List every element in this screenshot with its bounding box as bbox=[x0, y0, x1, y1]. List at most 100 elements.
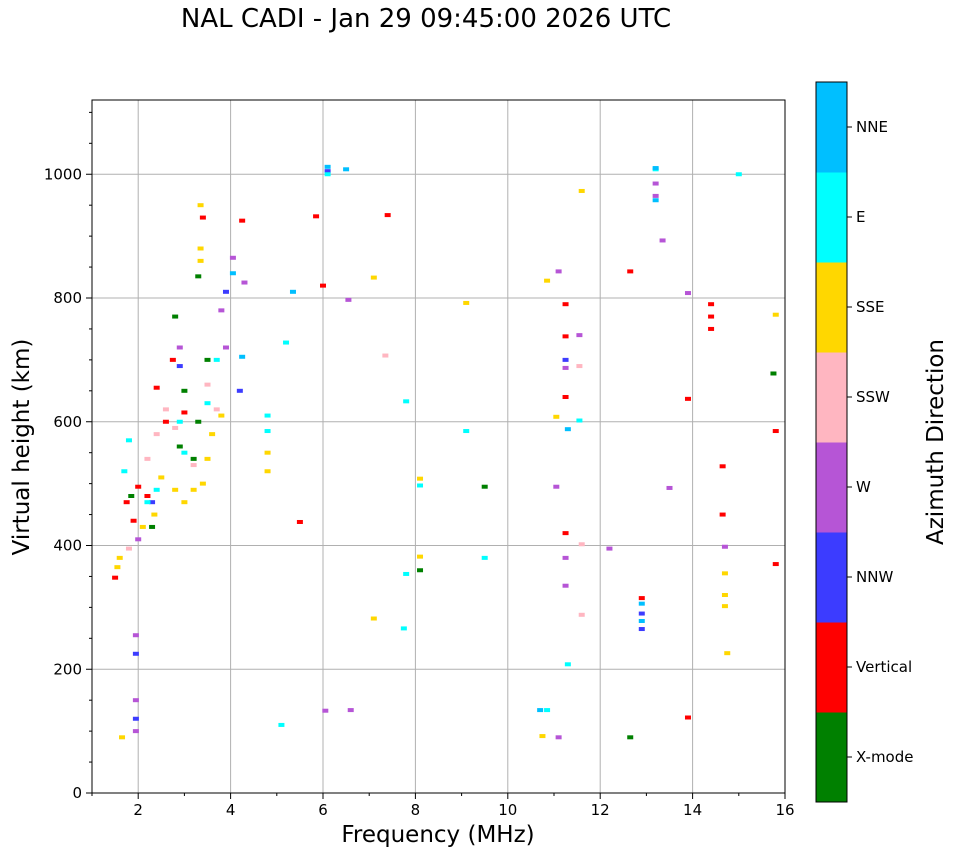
data-point-w bbox=[222, 345, 229, 350]
data-point-x-mode bbox=[128, 494, 135, 498]
y-tick-label: 600 bbox=[53, 413, 82, 431]
data-point-sse bbox=[370, 616, 377, 621]
data-point-e bbox=[324, 172, 331, 177]
data-point-e bbox=[463, 429, 470, 434]
data-point-ssw bbox=[144, 456, 151, 461]
data-point-vertical bbox=[239, 218, 246, 223]
colorbar-segment bbox=[816, 352, 847, 443]
data-point-ssw bbox=[213, 407, 220, 412]
data-point-ssw bbox=[382, 353, 389, 358]
colorbar-segment bbox=[816, 262, 847, 353]
data-point-nnw bbox=[324, 169, 331, 174]
data-point-sse bbox=[181, 500, 188, 505]
data-point-nnw bbox=[638, 611, 645, 616]
data-point-nne bbox=[537, 708, 544, 713]
data-point-e bbox=[181, 450, 188, 455]
data-point-w bbox=[562, 555, 569, 560]
data-point-ssw bbox=[153, 432, 160, 437]
colorbar-segment bbox=[816, 622, 847, 713]
data-point-e bbox=[403, 571, 410, 576]
data-point-x-mode bbox=[627, 735, 634, 740]
data-point-vertical bbox=[562, 302, 569, 307]
data-point-ssw bbox=[172, 425, 179, 430]
data-point-sse bbox=[539, 734, 546, 739]
data-point-vertical bbox=[719, 512, 726, 517]
data-point-x-mode bbox=[195, 419, 202, 424]
data-point-nne bbox=[324, 164, 331, 169]
data-point-vertical bbox=[320, 283, 326, 288]
data-point-e bbox=[735, 172, 742, 177]
data-point-w bbox=[555, 735, 562, 740]
data-point-ssw bbox=[578, 542, 585, 547]
data-point-nnw bbox=[222, 289, 229, 294]
data-point-sse bbox=[197, 203, 204, 208]
data-point-sse bbox=[172, 487, 179, 492]
colorbar-tick-label: X-mode bbox=[856, 748, 913, 766]
data-point-vertical bbox=[708, 326, 715, 331]
data-point-nne bbox=[229, 271, 236, 276]
data-point-w bbox=[135, 537, 142, 542]
data-point-sse bbox=[370, 275, 377, 280]
data-point-x-mode bbox=[149, 524, 156, 529]
data-point-sse bbox=[204, 456, 211, 461]
x-tick-label: 10 bbox=[498, 801, 517, 819]
chart-title: NAL CADI - Jan 29 09:45:00 2026 UTC bbox=[180, 4, 672, 34]
data-point-w bbox=[562, 583, 569, 588]
x-tick-label: 6 bbox=[318, 801, 328, 819]
colorbar: X-mode Vertical NNW W SSW SSE E NNE bbox=[815, 81, 913, 803]
data-point-nne bbox=[239, 354, 246, 359]
data-point-w bbox=[132, 698, 139, 703]
data-point-nne bbox=[289, 289, 296, 294]
data-point-w bbox=[606, 546, 613, 551]
data-point-nnw bbox=[638, 627, 645, 632]
data-point-e bbox=[144, 500, 151, 505]
data-point-e bbox=[176, 419, 183, 424]
data-point-e bbox=[121, 469, 128, 474]
data-point-e bbox=[278, 722, 285, 727]
data-point-nnw bbox=[176, 364, 183, 369]
data-point-vertical bbox=[169, 357, 176, 362]
data-point-sse bbox=[417, 554, 424, 559]
x-tick-label: 2 bbox=[133, 801, 143, 819]
x-tick-label: 4 bbox=[226, 801, 236, 819]
data-point-w bbox=[652, 181, 659, 186]
data-point-nne bbox=[638, 601, 645, 606]
y-tick-label: 200 bbox=[53, 660, 82, 678]
data-point-vertical bbox=[708, 302, 715, 307]
data-point-w bbox=[176, 345, 183, 350]
data-point-w bbox=[241, 280, 248, 285]
data-point-vertical bbox=[562, 334, 569, 339]
data-point-w bbox=[553, 484, 560, 489]
data-point-vertical bbox=[130, 518, 137, 523]
data-point-sse bbox=[116, 555, 123, 560]
x-tick-label: 14 bbox=[683, 801, 702, 819]
data-point-sse bbox=[463, 300, 470, 305]
data-point-x-mode bbox=[195, 274, 202, 279]
data-point-sse bbox=[544, 278, 551, 283]
data-point-vertical bbox=[162, 419, 169, 424]
x-axis-label: Frequency (MHz) bbox=[341, 822, 534, 848]
data-point-w bbox=[218, 308, 225, 313]
data-point-ssw bbox=[204, 382, 211, 387]
data-point-sse bbox=[724, 651, 731, 656]
data-point-sse bbox=[264, 450, 271, 455]
data-point-nne bbox=[343, 167, 350, 172]
data-point-sse bbox=[209, 432, 216, 437]
data-point-vertical bbox=[708, 314, 715, 319]
data-point-vertical bbox=[562, 395, 569, 399]
data-point-w bbox=[322, 708, 329, 713]
data-point-sse bbox=[721, 571, 728, 576]
data-point-nnw bbox=[132, 716, 139, 721]
data-point-w bbox=[347, 708, 354, 713]
data-point-w bbox=[666, 485, 673, 490]
data-point-nne bbox=[564, 427, 571, 432]
data-point-x-mode bbox=[204, 357, 211, 362]
data-point-vertical bbox=[719, 464, 726, 469]
colorbar-label: Azimuth Direction bbox=[923, 339, 949, 545]
data-point-vertical bbox=[153, 385, 160, 390]
colorbar-tick-label: E bbox=[856, 208, 865, 226]
colorbar-tick-label: SSW bbox=[856, 388, 890, 406]
data-point-e bbox=[403, 399, 410, 404]
data-point-x-mode bbox=[181, 388, 188, 393]
